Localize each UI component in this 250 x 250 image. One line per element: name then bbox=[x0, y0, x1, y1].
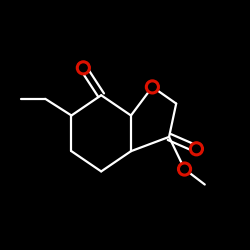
Circle shape bbox=[192, 145, 200, 152]
Circle shape bbox=[80, 64, 87, 72]
Circle shape bbox=[178, 162, 192, 176]
Circle shape bbox=[76, 61, 90, 75]
Circle shape bbox=[190, 142, 203, 156]
Circle shape bbox=[146, 80, 159, 94]
Circle shape bbox=[148, 83, 156, 91]
Circle shape bbox=[181, 165, 188, 173]
